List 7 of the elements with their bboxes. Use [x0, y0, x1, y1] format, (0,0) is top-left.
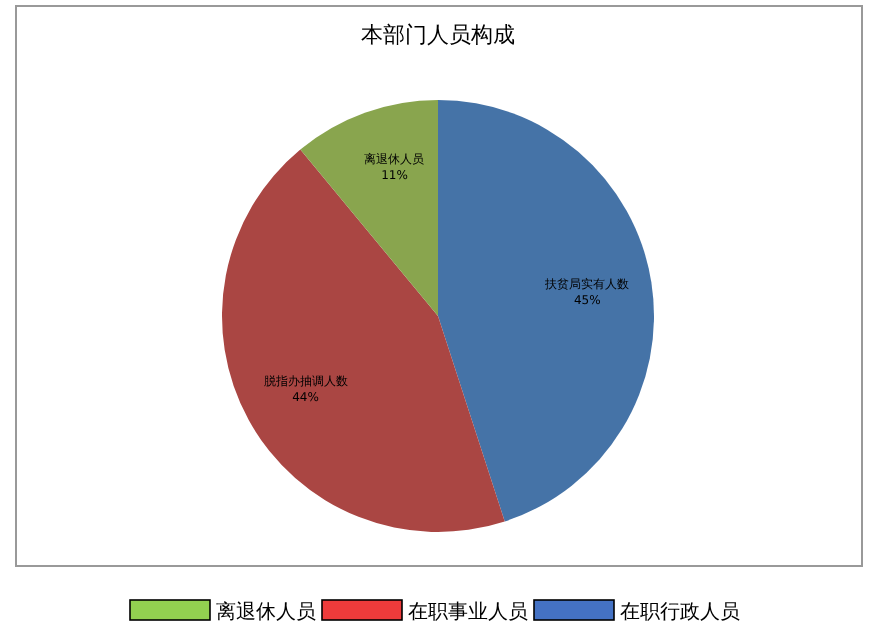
pie-slice — [438, 100, 654, 522]
chart-title: 本部门人员构成 — [361, 22, 515, 48]
pie-slice — [222, 149, 505, 532]
text: 离退休人员 — [216, 600, 316, 624]
text: 在职行政人员 — [620, 600, 740, 624]
pie-slice — [300, 100, 438, 316]
text: 在职事业人员 — [408, 600, 528, 624]
